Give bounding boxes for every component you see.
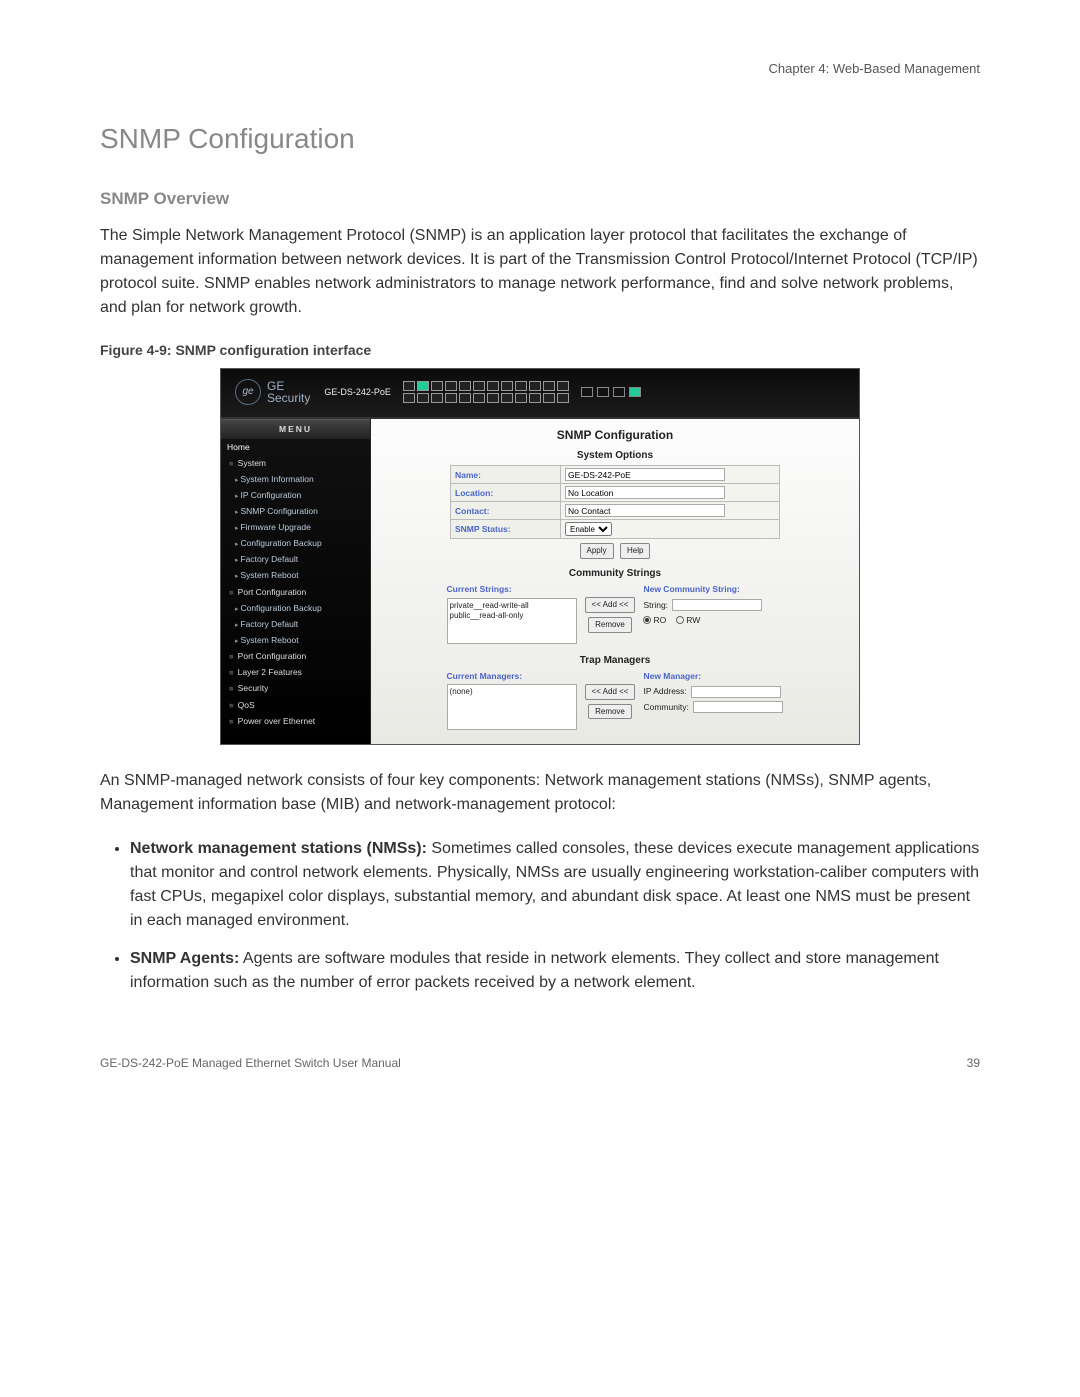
port-grid bbox=[403, 381, 569, 403]
rw-radio[interactable]: RW bbox=[676, 614, 700, 626]
apply-button[interactable]: Apply bbox=[580, 543, 614, 559]
ro-radio[interactable]: RO bbox=[643, 614, 666, 626]
ge-logo: ge GE Security bbox=[235, 379, 310, 405]
nav-menu: MENU Home System System Information IP C… bbox=[221, 419, 371, 744]
tm-remove-button[interactable]: Remove bbox=[588, 704, 632, 720]
menu-snmp-config[interactable]: SNMP Configuration bbox=[221, 503, 370, 519]
device-model-label: GE-DS-242-PoE bbox=[324, 386, 391, 399]
menu-port-reboot[interactable]: System Reboot bbox=[221, 633, 370, 649]
cs-remove-button[interactable]: Remove bbox=[588, 617, 632, 633]
menu-system-info[interactable]: System Information bbox=[221, 471, 370, 487]
menu-config-backup[interactable]: Configuration Backup bbox=[221, 536, 370, 552]
menu-port-default[interactable]: Factory Default bbox=[221, 616, 370, 632]
name-label: Name: bbox=[451, 466, 561, 484]
string-field-input[interactable] bbox=[672, 599, 762, 611]
menu-security[interactable]: Security bbox=[221, 681, 370, 697]
new-community-string-label: New Community String: bbox=[643, 583, 783, 595]
menu-home[interactable]: Home bbox=[221, 440, 370, 455]
location-label: Location: bbox=[451, 484, 561, 502]
menu-poe[interactable]: Power over Ethernet bbox=[221, 713, 370, 729]
snmp-status-select[interactable]: Enable bbox=[565, 522, 612, 536]
community-strings-title: Community Strings bbox=[389, 567, 841, 582]
sfp-slots bbox=[581, 387, 641, 397]
bullet-agents: SNMP Agents: Agents are software modules… bbox=[130, 947, 980, 995]
device-banner: ge GE Security GE-DS-242-PoE bbox=[221, 369, 859, 419]
current-strings-listbox[interactable]: private__read-write-all public__read-all… bbox=[447, 598, 577, 644]
trap-managers-title: Trap Managers bbox=[389, 654, 841, 669]
footer-left: GE-DS-242-PoE Managed Ethernet Switch Us… bbox=[100, 1055, 401, 1072]
community-field-label: Community: bbox=[643, 701, 688, 713]
menu-port-backup[interactable]: Configuration Backup bbox=[221, 600, 370, 616]
content-pane: SNMP Configuration System Options Name: … bbox=[371, 419, 859, 744]
figure-caption: Figure 4-9: SNMP configuration interface bbox=[100, 340, 980, 360]
menu-system-reboot[interactable]: System Reboot bbox=[221, 568, 370, 584]
snmp-status-label: SNMP Status: bbox=[451, 520, 561, 539]
string-field-label: String: bbox=[643, 599, 668, 611]
page-title: SNMP Configuration bbox=[100, 119, 980, 160]
current-strings-label: Current Strings: bbox=[447, 583, 577, 595]
new-manager-label: New Manager: bbox=[643, 670, 783, 682]
content-heading: SNMP Configuration bbox=[389, 427, 841, 444]
menu-port-config-group[interactable]: Port Configuration bbox=[221, 584, 370, 600]
logo-line2: Security bbox=[267, 392, 310, 405]
location-input[interactable] bbox=[565, 486, 725, 499]
community-field-input[interactable] bbox=[693, 701, 783, 713]
bullet-nms: Network management stations (NMSs): Some… bbox=[130, 837, 980, 933]
after-figure-paragraph: An SNMP-managed network consists of four… bbox=[100, 769, 980, 817]
menu-factory-default[interactable]: Factory Default bbox=[221, 552, 370, 568]
name-input[interactable] bbox=[565, 468, 725, 481]
section-heading: SNMP Overview bbox=[100, 187, 980, 212]
menu-qos[interactable]: QoS bbox=[221, 697, 370, 713]
tm-add-button[interactable]: << Add << bbox=[585, 684, 636, 700]
system-options-title: System Options bbox=[389, 449, 841, 464]
menu-firmware-upgrade[interactable]: Firmware Upgrade bbox=[221, 520, 370, 536]
cs-add-button[interactable]: << Add << bbox=[585, 597, 636, 613]
contact-label: Contact: bbox=[451, 502, 561, 520]
help-button[interactable]: Help bbox=[620, 543, 650, 559]
screenshot-figure: ge GE Security GE-DS-242-PoE bbox=[100, 368, 980, 745]
overview-paragraph: The Simple Network Management Protocol (… bbox=[100, 224, 980, 320]
menu-ip-config[interactable]: IP Configuration bbox=[221, 487, 370, 503]
page-footer: GE-DS-242-PoE Managed Ethernet Switch Us… bbox=[100, 1055, 980, 1072]
chapter-header: Chapter 4: Web-Based Management bbox=[100, 60, 980, 79]
current-managers-listbox[interactable]: (none) bbox=[447, 684, 577, 730]
menu-system[interactable]: System bbox=[221, 455, 370, 471]
contact-input[interactable] bbox=[565, 504, 725, 517]
menu-port-configuration[interactable]: Port Configuration bbox=[221, 649, 370, 665]
ip-address-label: IP Address: bbox=[643, 685, 686, 697]
system-options-table: Name: Location: Contact: SNMP Status: bbox=[450, 465, 780, 539]
menu-header: MENU bbox=[221, 419, 370, 439]
footer-page-number: 39 bbox=[967, 1055, 980, 1072]
current-managers-label: Current Managers: bbox=[447, 670, 577, 682]
bullet-list: Network management stations (NMSs): Some… bbox=[100, 837, 980, 995]
ip-address-input[interactable] bbox=[691, 686, 781, 698]
menu-layer2[interactable]: Layer 2 Features bbox=[221, 665, 370, 681]
